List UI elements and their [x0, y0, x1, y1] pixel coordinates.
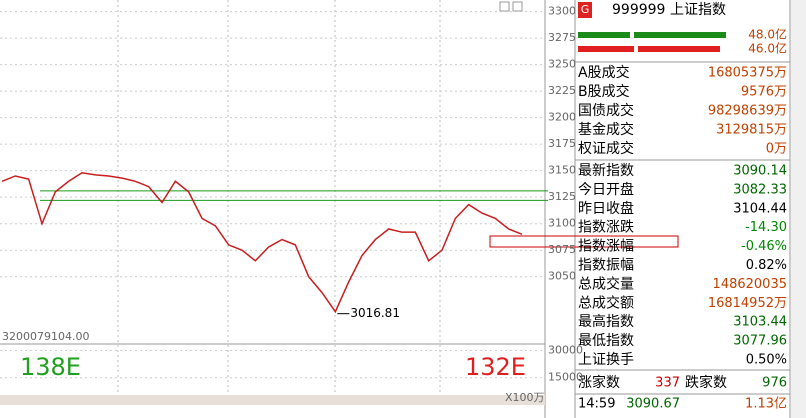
row-label: A股成交 — [578, 64, 630, 81]
row-value: 148620035 — [713, 277, 787, 292]
row-label: 最高指数 — [578, 313, 634, 330]
price-line — [1, 172, 523, 314]
row-label: 指数振幅 — [578, 258, 634, 274]
y-tick-label: 3075 — [548, 243, 576, 256]
row-label: 上证换手 — [578, 351, 634, 368]
separators — [575, 61, 790, 395]
window-button[interactable] — [499, 1, 510, 12]
row-value: 3104.44 — [733, 201, 787, 216]
breadth-label: 跌家数 — [685, 374, 727, 391]
y-tick-label: 3300 — [548, 5, 576, 18]
bar-label: 46.0亿 — [748, 41, 787, 56]
row-value: 16805375万 — [708, 66, 787, 81]
row-label: 指数涨幅 — [578, 239, 634, 255]
row-value: 0.50% — [746, 353, 787, 368]
tick-price: 3090.67 — [626, 397, 680, 412]
y-tick-label: 3050 — [548, 270, 576, 283]
breadth-value: 976 — [762, 376, 787, 391]
row-value: 3077.96 — [733, 334, 787, 349]
bar — [634, 32, 726, 38]
y-tick-label: 3275 — [548, 31, 576, 44]
y-tick-label: 15000 — [548, 371, 583, 384]
row-label: 总成交额 — [578, 294, 634, 311]
row-label: 权证成交 — [578, 140, 634, 157]
bar-label: 48.0亿 — [748, 27, 787, 42]
y-tick-label: 3200 — [548, 111, 576, 124]
y-tick-label: 3175 — [548, 137, 576, 150]
y-tick-label: 3125 — [548, 190, 576, 203]
code: 999999 — [612, 2, 665, 18]
y-tick-label: 3250 — [548, 58, 576, 71]
breadth-label: 涨家数 — [578, 374, 620, 391]
y-tick-label: 3100 — [548, 217, 576, 230]
badge-text: G — [581, 3, 590, 16]
row-value: 3103.44 — [733, 315, 787, 330]
row-value: 3090.14 — [733, 164, 787, 179]
row-label: 最低指数 — [578, 333, 634, 349]
row-value: 3082.33 — [733, 182, 787, 197]
row-value: -14.30 — [745, 220, 787, 235]
window-button[interactable] — [512, 1, 523, 12]
row-label: 昨日收盘 — [578, 200, 634, 217]
flow-label: 132E — [465, 353, 526, 381]
row-value: 3129815万 — [716, 123, 787, 138]
bar — [578, 46, 634, 52]
volume-band — [0, 395, 545, 405]
row-label: 指数涨跌 — [578, 220, 634, 236]
y-tick-label: 30000 — [548, 343, 583, 356]
row-label: 总成交量 — [578, 275, 634, 292]
y-tick-label: 3225 — [548, 84, 576, 97]
corner-label: 3200079104.00 — [2, 330, 89, 343]
row-value: 0万 — [766, 142, 787, 157]
y-tick-label: 3150 — [548, 164, 576, 177]
row-label: 国债成交 — [578, 102, 634, 119]
row-value: 0.82% — [746, 258, 787, 273]
row-value: 9576万 — [741, 85, 787, 100]
bar — [638, 46, 720, 52]
row-value: 98298639万 — [708, 104, 787, 119]
badge — [578, 2, 592, 18]
name: 上证指数 — [670, 2, 726, 18]
row-label: 基金成交 — [578, 121, 634, 138]
low-label: 3016.81 — [350, 306, 400, 320]
row-label: 今日开盘 — [578, 181, 634, 198]
flow-label: 138E — [20, 353, 81, 381]
bar — [578, 32, 630, 38]
row-value: -0.46% — [741, 239, 787, 254]
row-label: B股成交 — [578, 83, 630, 100]
tick-amount: 1.13亿 — [745, 397, 787, 412]
unit-label: X100万 — [505, 391, 545, 404]
row-label: 最新指数 — [578, 163, 634, 179]
breadth-value: 337 — [655, 376, 680, 391]
toolbar[interactable] — [791, 0, 806, 418]
tick-time: 14:59 — [578, 397, 615, 412]
row-value: 16814952万 — [708, 296, 787, 311]
highlight-box — [489, 235, 679, 248]
